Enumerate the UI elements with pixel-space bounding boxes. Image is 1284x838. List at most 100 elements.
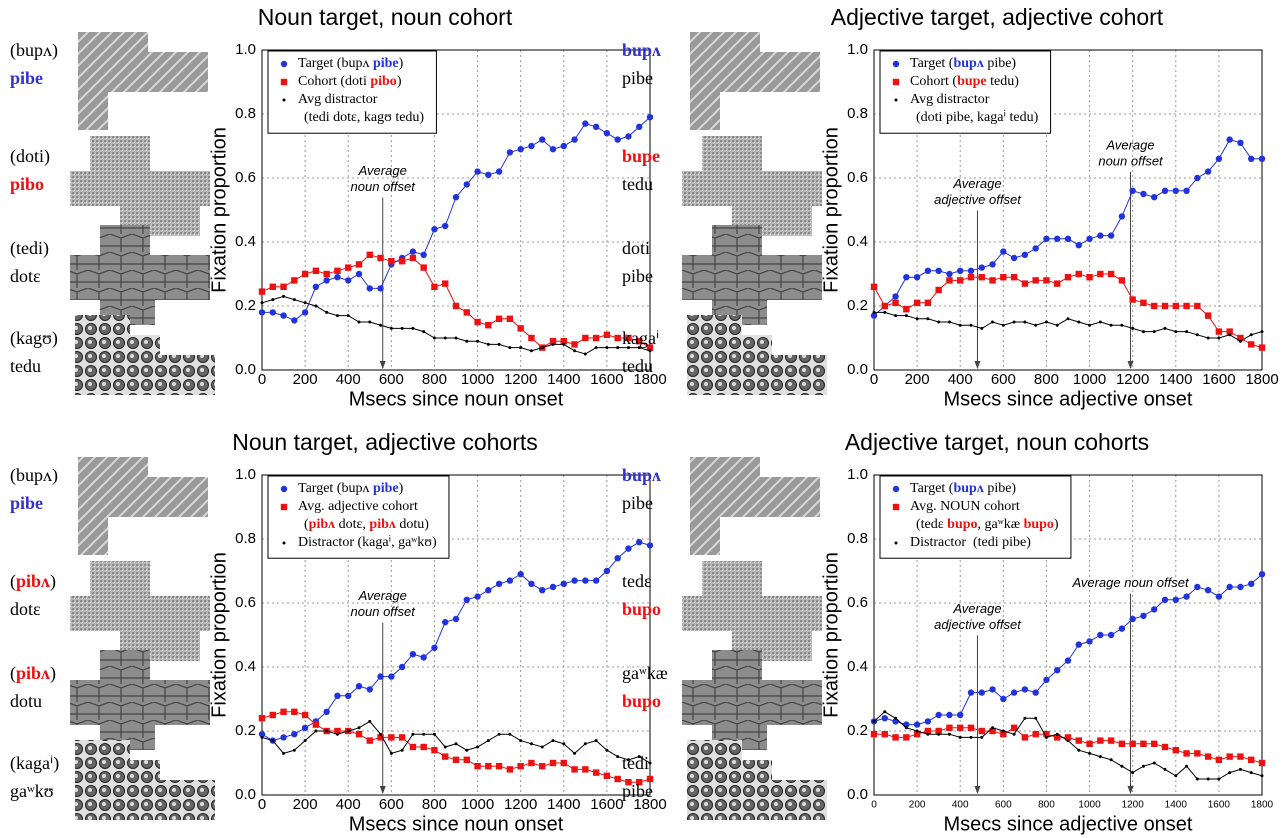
arrow-head (974, 786, 980, 794)
point (519, 739, 522, 742)
point (1110, 324, 1113, 327)
point (1022, 734, 1028, 740)
point (1108, 271, 1114, 277)
x-axis-label: Msecs since adjective onset (943, 388, 1192, 410)
point (1196, 778, 1199, 781)
point (1194, 584, 1200, 590)
point (1086, 638, 1092, 644)
legend-label-part: tedu) (987, 74, 1020, 89)
point (487, 739, 490, 742)
point (498, 343, 501, 346)
legend-label-part: Cohort (doti (298, 74, 370, 89)
point (517, 571, 523, 577)
stimulus-word-part: bupʌ (622, 465, 661, 485)
point (1164, 768, 1167, 771)
point (1011, 689, 1017, 695)
point (979, 689, 985, 695)
point (431, 226, 437, 232)
point (420, 264, 426, 270)
stimulus-word-part: pibe (622, 68, 653, 88)
point (882, 303, 888, 309)
texture (702, 561, 762, 596)
stimulus-word-part: ) (50, 571, 56, 592)
x-tick-label: 1400 (547, 796, 580, 813)
point (882, 715, 888, 721)
stimulus-word: tedu (622, 174, 653, 194)
point (959, 324, 962, 327)
point (444, 746, 447, 749)
point (1173, 303, 1179, 309)
point (616, 755, 619, 758)
point (336, 733, 339, 736)
point (464, 597, 470, 603)
point (625, 545, 631, 551)
stimulus-word-part: (bupʌ) (10, 465, 58, 486)
texture (100, 650, 150, 680)
point (571, 766, 577, 772)
arrow-head (380, 786, 386, 794)
point (935, 712, 941, 718)
point (1056, 733, 1059, 736)
point (1129, 616, 1135, 622)
point (1237, 584, 1243, 590)
chart-title: Noun target, adjective cohorts (232, 429, 538, 455)
point (647, 542, 653, 548)
stimulus-word-part: bupʌ (622, 40, 661, 60)
point (282, 752, 285, 755)
stimulus-word: tedɛ (622, 571, 652, 591)
point (379, 324, 382, 327)
point (345, 277, 351, 283)
stimulus-word-part: ) (50, 663, 56, 684)
point (614, 136, 620, 142)
point (1099, 321, 1102, 324)
point (1151, 606, 1157, 612)
point (1000, 696, 1006, 702)
point (871, 284, 877, 290)
point (528, 581, 534, 587)
legend-label: (tedɛ bupo, gaʷkæ bupo) (916, 517, 1059, 532)
point (377, 673, 383, 679)
point (261, 301, 264, 304)
point (1194, 175, 1200, 181)
texture (690, 497, 720, 555)
stimulus-word: bupʌ (622, 40, 661, 60)
point (1043, 677, 1049, 683)
point (1002, 324, 1005, 327)
point (989, 686, 995, 692)
legend-label: Avg distractor (910, 92, 990, 107)
y-tick-label: 0.6 (235, 169, 256, 186)
legend-marker (281, 79, 287, 85)
point (892, 734, 898, 740)
point (1185, 765, 1188, 768)
x-tick-label: 1800 (1245, 371, 1278, 388)
point (410, 248, 416, 254)
point (1119, 277, 1125, 283)
texture (682, 596, 822, 631)
x-tick-label: 200 (905, 371, 930, 388)
x-tick-label: 1200 (1116, 371, 1149, 388)
point (270, 712, 276, 718)
stimulus-word-part: kagaⁱ (622, 328, 659, 348)
point (979, 728, 985, 734)
point (442, 280, 448, 286)
stimulus-word-part: (kagʊ) (10, 328, 58, 349)
point (571, 577, 577, 583)
stimulus-word: (tedi) (10, 238, 49, 259)
point (528, 143, 534, 149)
legend-label-part: pibe (373, 56, 399, 71)
y-tick-label: 1.0 (847, 41, 868, 58)
point (1054, 236, 1060, 242)
stimulus-word: tedu (622, 356, 653, 376)
point (1205, 753, 1211, 759)
texture (732, 760, 772, 780)
point (377, 255, 383, 261)
x-tick-label: 800 (422, 371, 447, 388)
point (1183, 750, 1189, 756)
stimulus-word: pibe (10, 68, 43, 88)
x-tick-label: 1200 (504, 371, 537, 388)
legend-label: Distractor (kagaⁱ, gaʷkʊ) (298, 535, 437, 550)
point (1248, 757, 1254, 763)
legend-label-part: (tedɛ (916, 517, 947, 532)
point (1086, 236, 1092, 242)
legend-marker (893, 486, 899, 492)
